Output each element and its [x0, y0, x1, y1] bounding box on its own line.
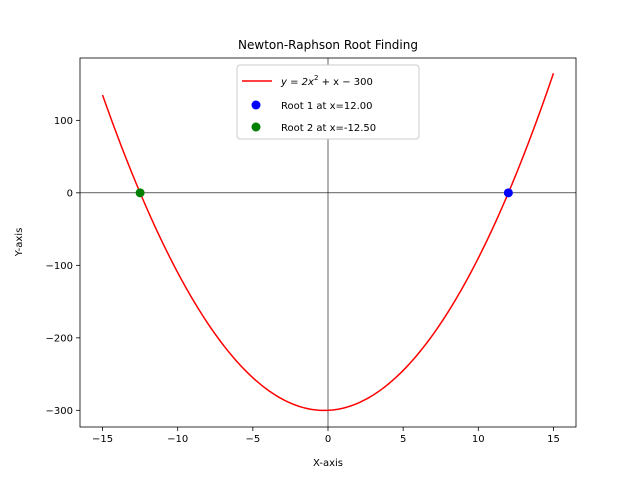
legend-root1-label: Root 1 at x=12.00	[281, 101, 373, 112]
legend-root1-swatch	[251, 100, 261, 110]
root-point-2	[135, 188, 145, 198]
x-tick-label: −15	[92, 434, 113, 445]
x-tick-label: 10	[472, 434, 485, 445]
y-tick-label: 100	[54, 116, 73, 127]
y-tick-label: 0	[67, 188, 73, 199]
x-axis-label: X-axis	[313, 458, 343, 469]
y-tick-label: −200	[46, 333, 73, 344]
root-point-1	[503, 188, 513, 198]
y-axis-label: Y-axis	[14, 228, 25, 258]
legend-box	[236, 64, 420, 140]
chart-title: Newton-Raphson Root Finding	[238, 38, 418, 52]
series-layer	[101, 72, 555, 412]
legend-curve-label: y = 2x2 + x − 300	[280, 74, 373, 88]
x-tick-label: 0	[325, 434, 331, 445]
legend-curve-lhs: y = 2x	[280, 77, 314, 88]
x-axis-ticks: −15 −10 −5 0 5 10 15	[92, 427, 560, 445]
y-tick-label: −300	[46, 406, 73, 417]
legend: y = 2x2 + x − 300 Root 1 at x=12.00 Root…	[236, 64, 420, 140]
x-tick-label: −10	[167, 434, 188, 445]
legend-curve-rhs: + x − 300	[318, 77, 372, 88]
legend-curve-sup: 2	[314, 74, 318, 82]
x-tick-label: 15	[547, 434, 560, 445]
legend-root2-swatch	[251, 122, 261, 132]
legend-root2-label: Root 2 at x=-12.50	[281, 123, 376, 134]
curve-line	[101, 72, 555, 412]
x-tick-label: −5	[245, 434, 260, 445]
plot-area: −15 −10 −5 0 5 10 15 100 0 −100 −200 −300	[46, 57, 577, 445]
y-axis-ticks: 100 0 −100 −200 −300	[46, 116, 80, 417]
x-tick-label: 5	[400, 434, 406, 445]
y-tick-label: −100	[46, 261, 73, 272]
